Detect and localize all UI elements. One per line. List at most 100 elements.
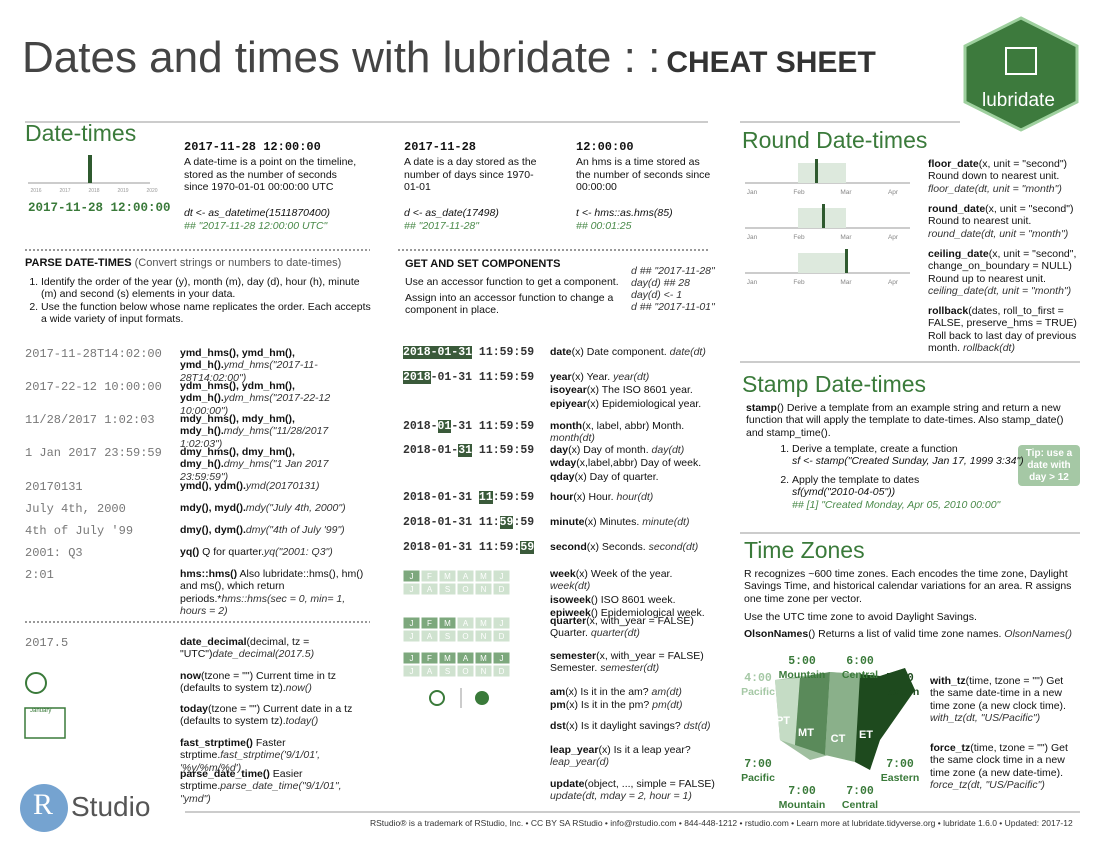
example: 2017-11-28 (404, 140, 477, 154)
entry: OlsonNames() Returns a list of valid tim… (744, 628, 1084, 640)
description: An hms is a time stored as the number of… (576, 156, 711, 193)
month-cell (492, 664, 511, 678)
function-name: ydm_hms(), ydm_hm(), ydm_h(). (180, 380, 295, 405)
output: ## 00:01:25 (576, 219, 632, 232)
function-name: date_decimal (180, 636, 247, 648)
month-initial: M (480, 654, 487, 663)
entry: epiyear(x) Epidemiological year. (550, 398, 715, 410)
datetime-example: 2017-11-28 12:00:00 (28, 201, 171, 215)
description: (x,label,abbr) Day of week. (576, 457, 702, 470)
entry: mdy_hms(), mdy_hm(), mdy_h().mdy_hms("11… (180, 413, 365, 450)
tz-zone: Pacific (741, 685, 775, 698)
tz-time: 7:00 (744, 758, 772, 771)
month-cell (438, 651, 457, 665)
output: ## "2017-11-28" (404, 219, 479, 232)
block: quarter(x, with_year = FALSE) Quarter. q… (550, 615, 715, 641)
input-example: 20170131 (25, 480, 83, 494)
block: ceiling_date(x, unit = "second", change_… (928, 248, 1078, 299)
entry: ydm_hms(), ydm_hm(), ydm_h().ydm_hms("20… (180, 380, 365, 417)
highlighted-part: 59 (499, 516, 514, 529)
highlighted-part: 01 (437, 420, 452, 433)
month-initial: M (444, 654, 451, 663)
block: mdy(), myd().mdy("July 4th, 2000") (180, 502, 365, 515)
region-label: ET (859, 729, 873, 741)
tz-time: 7:00 (886, 672, 914, 685)
code: dt <- as_datetime(1511870400) (184, 207, 331, 220)
tz-time: 5:00 (788, 655, 816, 668)
month-initial: N (481, 667, 487, 676)
tz-zone: Central (841, 668, 879, 681)
entry: force_tz(time, tzone = "") Get the same … (930, 742, 1070, 792)
region-label: MT (798, 727, 814, 739)
block: rollback(dates, roll_to_first = FALSE, p… (928, 305, 1078, 356)
month-initial: M (444, 572, 451, 581)
description: (x) Minutes. (584, 516, 643, 528)
month-cell (420, 569, 439, 583)
entry: floor_date(x, unit = "second") Round dow… (928, 158, 1078, 195)
entry: year(x) Year. year(dt) (550, 371, 715, 383)
example: 2017-11-28 12:00:00 (184, 140, 321, 154)
function-name: dmy(), dym(). (180, 524, 246, 536)
footer: RStudio® is a trademark of RStudio, Inc.… (370, 818, 1073, 828)
example: OlsonNames() (1004, 628, 1072, 640)
month-cell (438, 569, 457, 583)
entry: ymd_hms(), ymd_hm(), ymd_h().ymd_hms("20… (180, 347, 365, 384)
tz-label: 7:00 Mountain (772, 785, 832, 811)
section-heading: GET AND SET COMPONENTS (405, 258, 561, 270)
month-initial: D (499, 585, 505, 594)
description: (time, tzone = "") Get the same date-tim… (930, 675, 1066, 712)
parse-heading: PARSE DATE-TIMES (Convert strings or num… (25, 257, 341, 270)
month-initial: D (499, 667, 505, 676)
function-name: ceiling_date (928, 248, 989, 260)
function-name: mdy_hms(), mdy_hm(), mdy_h(). (180, 413, 295, 438)
timeline-label: 2016 (30, 188, 41, 194)
highlighted-part: 2018-01-31 (403, 346, 473, 359)
example: date(dt) (669, 346, 706, 358)
month-initial: J (410, 667, 414, 676)
block: 12:00:00 An hms is a time stored as the n… (576, 140, 761, 232)
logo-text: Studio (71, 791, 151, 822)
month-initial: A (463, 572, 469, 581)
entry: minute(x) Minutes. minute(dt) (550, 516, 715, 528)
function-name: isoweek (550, 593, 591, 606)
date-display: 2018-01-31 11:59:59 (403, 491, 534, 505)
month-cell (474, 651, 493, 665)
heading-text: PARSE DATE-TIMES (25, 257, 132, 269)
function-name: fast_strptime() (180, 737, 253, 749)
text: Assign into an accessor function to chan… (405, 292, 614, 317)
example: dmy_hms("1 Jan 2017 23:59:59") (180, 458, 329, 483)
tz-label: 6:00 Central (830, 655, 890, 681)
entry: fast_strptime() Faster strptime.fast_str… (180, 737, 365, 774)
block: ymd(), ydm().ymd(20170131) (180, 480, 365, 493)
tz-time: 6:00 (846, 655, 874, 668)
description: Also lubridate::hms(), hm() and ms(), wh… (180, 568, 364, 605)
mt-region (795, 672, 830, 755)
block: update(object, ..., simple = FALSE) upda… (550, 778, 715, 804)
block: ymd_hms(), ymd_hm(), ymd_h().ymd_hms("20… (180, 347, 365, 385)
entry: day(x) Day of month. day(dt) (550, 444, 715, 456)
entry: today(tzone = "") Current date in a tz (… (180, 703, 365, 728)
month-cell (456, 664, 475, 678)
entry: round_date(x, unit = "second") Round to … (928, 203, 1078, 240)
highlighted-part: 31 (458, 444, 473, 457)
month-initial: O (462, 585, 468, 594)
description: (x, unit = "second") Round down to neare… (928, 158, 1068, 183)
month-initial: J (410, 619, 414, 628)
example: ymd(20170131) (245, 480, 320, 492)
block: ydm_hms(), ydm_hm(), ydm_h().ydm_hms("20… (180, 380, 365, 418)
month-cell (402, 582, 421, 596)
month-initial: D (499, 632, 505, 641)
month-initial: A (463, 654, 469, 663)
note: (Convert strings or numbers to date-time… (134, 257, 342, 269)
step-output: ## [1] "Created Monday, Apr 05, 2010 00:… (792, 498, 1001, 511)
code: d <- as_date(17498) (404, 207, 499, 220)
month-initial: F (427, 619, 432, 628)
function-name: round_date (928, 203, 986, 215)
description: Q for quarter. (199, 546, 265, 558)
example: leap_year(d) (550, 756, 609, 769)
example: pm(dt) (652, 699, 683, 712)
entry: update(object, ..., simple = FALSE) upda… (550, 778, 715, 803)
axis-label: Apr (888, 234, 899, 241)
tz-label: 5:00 Mountain (772, 655, 832, 681)
month-cell (402, 664, 421, 678)
